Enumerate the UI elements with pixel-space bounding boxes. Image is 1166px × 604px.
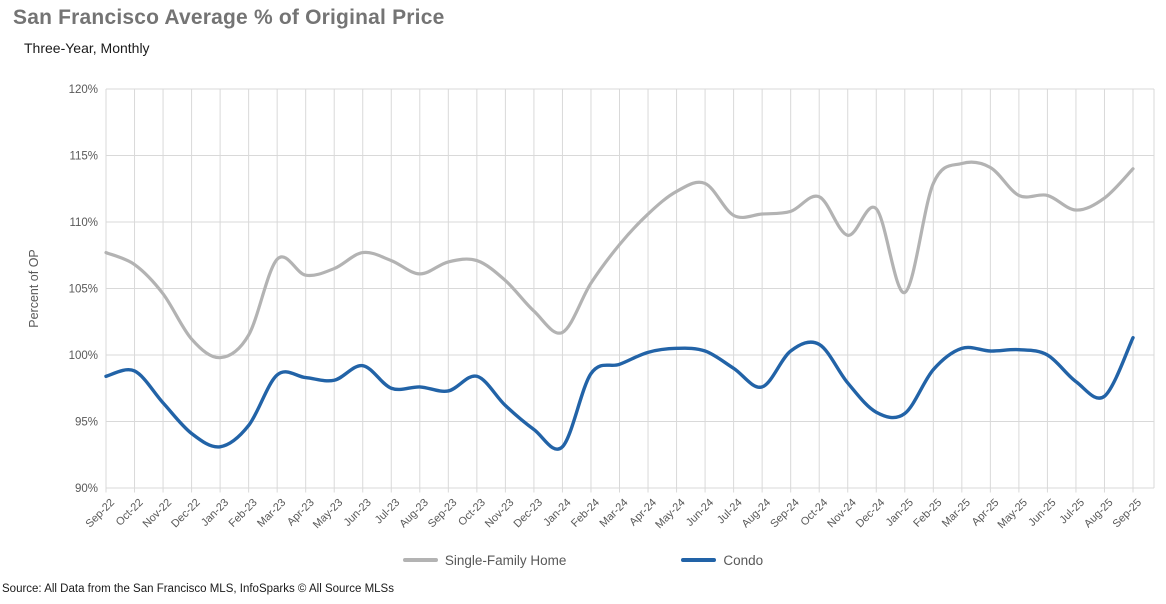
single-family-home-line-swatch-icon [402,558,438,562]
condo-line-swatch-icon [681,558,717,562]
x-tick-label: May-23 [311,497,345,531]
legend-label-single-family-home: Single-Family Home [444,552,567,568]
x-tick-label: Mar-24 [597,497,630,530]
x-tick-label: Feb-24 [569,497,602,530]
x-tick-label: Oct-24 [798,497,830,529]
x-tick-label: Dec-22 [169,497,203,531]
series-line-condo [104,336,1135,451]
x-tick-label: Feb-25 [911,497,944,530]
y-tick-label: 100% [69,350,98,362]
y-tick-label: 95% [75,417,98,429]
chart-legend: Single-Family Home Condo [0,550,1166,570]
x-tick-label: May-25 [996,497,1030,531]
x-tick-label: May-24 [653,497,687,531]
x-tick-label: Oct-23 [456,497,488,529]
x-tick-label: Jan-24 [541,497,573,529]
y-tick-label: 105% [69,284,98,296]
gridlines [105,88,1155,493]
series-line-single-family-home [104,160,1135,360]
page-title: San Francisco Average % of Original Pric… [13,6,445,29]
x-tick-label: Jan-25 [884,497,916,529]
x-tick-label: Aug-25 [1082,497,1116,531]
y-axis-title: Percent of OP [27,249,41,328]
x-tick-label: Aug-24 [740,497,774,531]
x-axis-labels: Sep-22Oct-22Nov-22Dec-22Jan-23Feb-23Mar-… [84,497,1145,531]
x-tick-label: Jun-25 [1026,497,1058,529]
x-tick-label: Jun-24 [684,497,716,529]
y-tick-label: 110% [69,217,98,229]
x-tick-label: Sep-24 [768,497,802,531]
x-tick-label: Nov-22 [141,497,175,531]
x-tick-label: Nov-24 [825,497,859,531]
page-subtitle: Three-Year, Monthly [24,40,150,56]
x-tick-label: Jun-23 [342,497,374,529]
x-tick-label: Mar-25 [940,497,973,530]
y-tick-label: 90% [75,483,98,495]
x-tick-label: Oct-22 [114,497,146,529]
legend-item-condo: Condo [681,553,763,568]
x-tick-label: Jan-23 [199,497,231,529]
y-tick-label: 115% [69,151,98,163]
x-tick-label: Nov-23 [483,497,517,531]
source-attribution: Source: All Data from the San Francisco … [2,583,394,595]
x-tick-label: Sep-25 [1111,497,1145,531]
x-tick-label: Aug-23 [397,497,431,531]
y-tick-label: 120% [69,84,98,96]
x-tick-label: Mar-23 [255,497,288,530]
x-tick-label: Feb-23 [227,497,260,530]
x-tick-label: Sep-23 [426,497,460,531]
legend-item-single-family-home: Single-Family Home [402,552,567,568]
x-tick-label: Dec-24 [854,497,888,531]
legend-label-condo: Condo [723,552,764,568]
x-tick-label: Sep-22 [84,497,118,531]
x-tick-label: Dec-23 [511,497,545,531]
y-axis-labels: 90% 95% 100% 105% 110% 115% 120% [69,84,98,495]
